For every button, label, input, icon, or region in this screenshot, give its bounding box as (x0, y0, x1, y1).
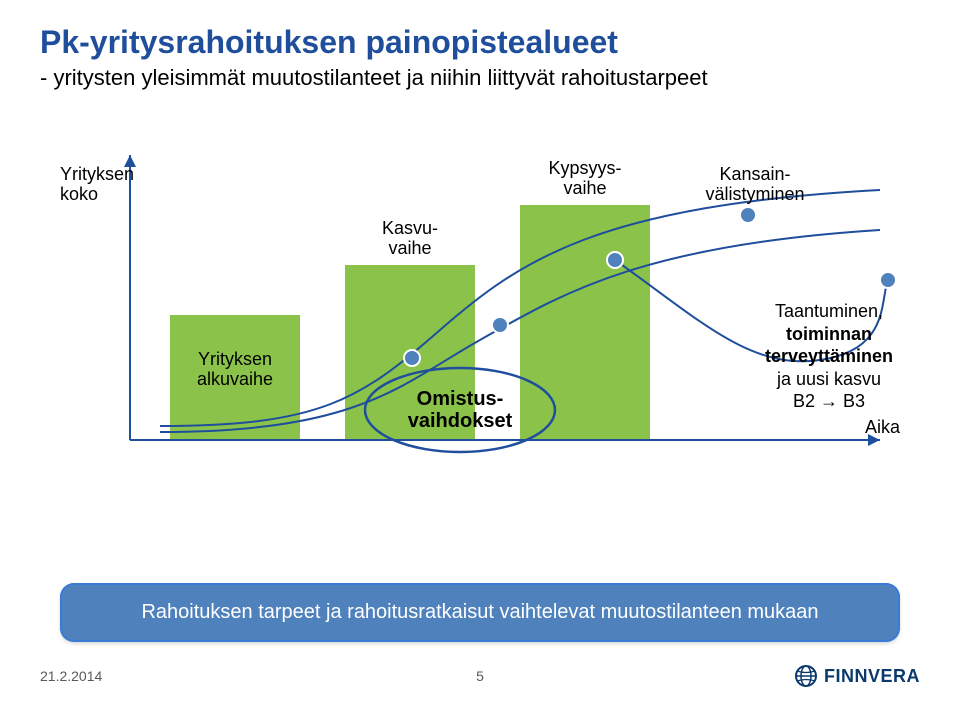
globe-icon (794, 664, 818, 688)
y-axis-label: Yrityksen koko (60, 165, 134, 205)
x-axis-label: Aika (820, 418, 900, 438)
phase-label-alkuvaihe: Yrityksen alkuvaihe (155, 350, 315, 390)
phase-label-kasvuvaihe: Kasvu- vaihe (335, 219, 485, 259)
logo-text: FINNVERA (824, 666, 920, 687)
ellipse-label-omistusvaihdokset: Omistus- vaihdokset (390, 388, 530, 432)
recession-annotation: Taantuminen,toiminnanterveyttäminenja uu… (765, 300, 893, 413)
phase-label-kansainvalistyminen: Kansain- välistyminen (675, 165, 835, 205)
caption-text: Rahoituksen tarpeet ja rahoitusratkaisut… (141, 601, 818, 624)
caption-box: Rahoituksen tarpeet ja rahoitusratkaisut… (60, 583, 900, 642)
slide-subtitle: - yritysten yleisimmät muutostilanteet j… (40, 65, 920, 91)
slide-title: Pk-yritysrahoituksen painopistealueet (40, 24, 920, 61)
finnvera-logo: FINNVERA (794, 664, 920, 688)
phase-label-kypsyysvaihe: Kypsyys- vaihe (510, 159, 660, 199)
lifecycle-chart: Yrityksen koko Yrityksen alkuvaihe Kasvu… (60, 150, 900, 550)
